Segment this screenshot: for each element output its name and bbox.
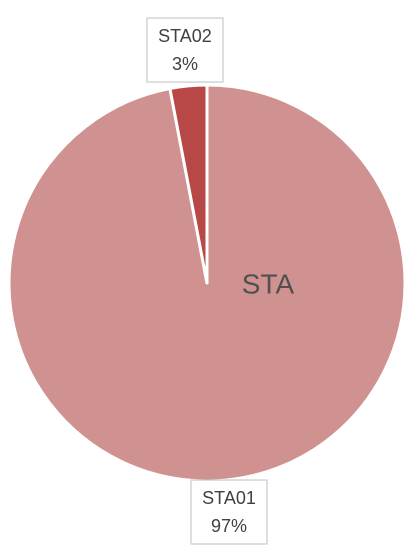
value-label: 97% xyxy=(211,516,247,536)
value-label: 3% xyxy=(172,54,198,74)
category-label: STA01 xyxy=(202,488,256,508)
pie-slice xyxy=(168,83,209,285)
category-label: STA02 xyxy=(158,26,212,46)
data-labels: STA01 97% STA02 3% xyxy=(146,17,268,545)
label-box xyxy=(190,479,268,545)
label-box xyxy=(146,17,224,83)
pie xyxy=(7,83,407,483)
chart-title: STA xyxy=(242,268,295,299)
